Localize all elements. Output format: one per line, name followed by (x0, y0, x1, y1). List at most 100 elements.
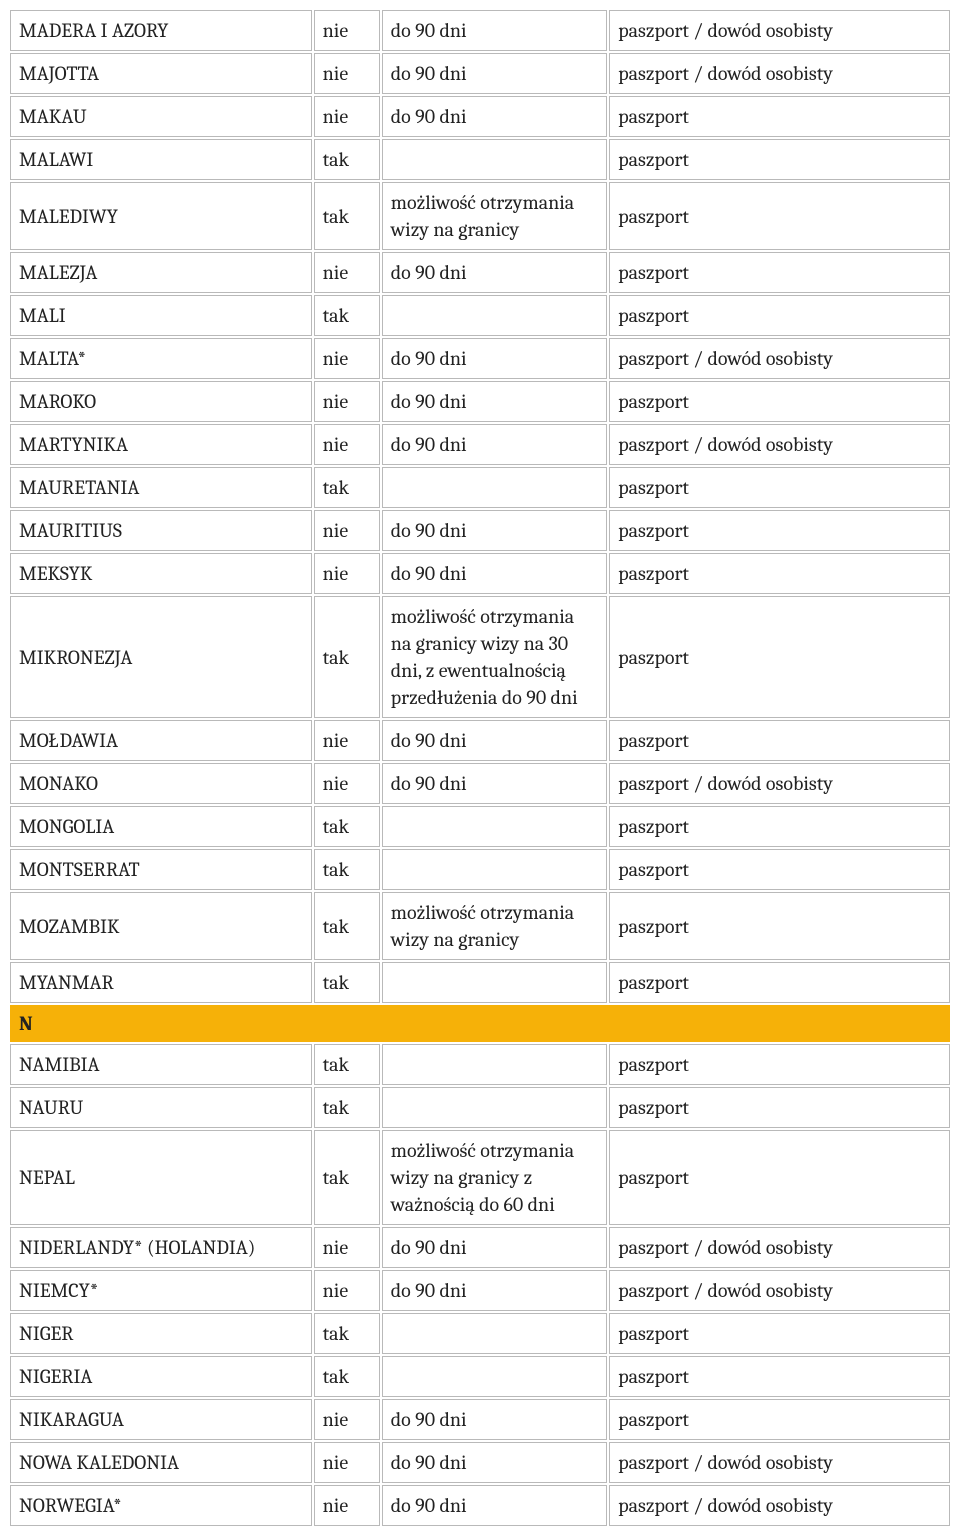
document-cell: paszport / dowód osobisty (609, 1442, 950, 1483)
country-cell: MALEZJA (10, 252, 312, 293)
table-row: MONTSERRATtakpaszport (10, 849, 950, 890)
visa-required-cell: tak (314, 1313, 380, 1354)
duration-cell: do 90 dni (382, 720, 607, 761)
table-row: MAURETANIAtak paszport (10, 467, 950, 508)
duration-cell: do 90 dni (382, 763, 607, 804)
country-cell: MAURITIUS (10, 510, 312, 551)
visa-table-body: MADERA I AZORYniedo 90 dnipaszport / dow… (10, 10, 950, 1526)
table-row: NIGERtakpaszport (10, 1313, 950, 1354)
section-header: N (10, 1005, 950, 1042)
visa-required-cell: nie (314, 381, 380, 422)
visa-required-cell: tak (314, 892, 380, 960)
document-cell: paszport / dowód osobisty (609, 424, 950, 465)
document-cell: paszport (609, 1044, 950, 1085)
table-row: NIEMCY*niedo 90 dnipaszport / dowód osob… (10, 1270, 950, 1311)
table-row: MALItakpaszport (10, 295, 950, 336)
duration-cell (382, 467, 607, 508)
duration-cell: możliwość otrzymania wizy na granicy z w… (382, 1130, 607, 1225)
table-row: MAJOTTAniedo 90 dnipaszport / dowód osob… (10, 53, 950, 94)
table-row: MEKSYKniedo 90 dnipaszport (10, 553, 950, 594)
country-cell: MONGOLIA (10, 806, 312, 847)
table-row: NEPALtakmożliwość otrzymania wizy na gra… (10, 1130, 950, 1225)
country-cell: NIKARAGUA (10, 1399, 312, 1440)
visa-required-cell: tak (314, 1130, 380, 1225)
duration-cell: możliwość otrzymania wizy na granicy (382, 892, 607, 960)
table-row: MALEDIWYtakmożliwość otrzymania wizy na … (10, 182, 950, 250)
country-cell: MONAKO (10, 763, 312, 804)
country-cell: NORWEGIA* (10, 1485, 312, 1526)
country-cell: MAURETANIA (10, 467, 312, 508)
table-row: NOWA KALEDONIAniedo 90 dnipaszport / dow… (10, 1442, 950, 1483)
table-row: NAURUtakpaszport (10, 1087, 950, 1128)
country-cell: NIGERIA (10, 1356, 312, 1397)
document-cell: paszport (609, 252, 950, 293)
country-cell: MOZAMBIK (10, 892, 312, 960)
duration-cell: do 90 dni (382, 553, 607, 594)
visa-required-cell: tak (314, 467, 380, 508)
duration-cell (382, 1356, 607, 1397)
duration-cell: do 90 dni (382, 510, 607, 551)
table-row: NAMIBIAtakpaszport (10, 1044, 950, 1085)
visa-required-cell: tak (314, 962, 380, 1003)
duration-cell (382, 139, 607, 180)
document-cell: paszport / dowód osobisty (609, 1270, 950, 1311)
duration-cell: do 90 dni (382, 1227, 607, 1268)
duration-cell: do 90 dni (382, 252, 607, 293)
visa-required-cell: nie (314, 10, 380, 51)
document-cell: paszport (609, 1087, 950, 1128)
visa-required-cell: nie (314, 1442, 380, 1483)
country-cell: MALI (10, 295, 312, 336)
table-row: MADERA I AZORYniedo 90 dnipaszport / dow… (10, 10, 950, 51)
table-row: NIKARAGUAniedo 90 dnipaszport (10, 1399, 950, 1440)
country-cell: NIEMCY* (10, 1270, 312, 1311)
table-row: MONAKOniedo 90 dnipaszport / dowód osobi… (10, 763, 950, 804)
visa-table: MADERA I AZORYniedo 90 dnipaszport / dow… (8, 8, 952, 1528)
document-cell: paszport (609, 467, 950, 508)
country-cell: NIDERLANDY* (HOLANDIA) (10, 1227, 312, 1268)
duration-cell (382, 1087, 607, 1128)
visa-required-cell: tak (314, 806, 380, 847)
document-cell: paszport (609, 381, 950, 422)
duration-cell (382, 1313, 607, 1354)
duration-cell: do 90 dni (382, 338, 607, 379)
table-row: MYANMARtakpaszport (10, 962, 950, 1003)
country-cell: MOŁDAWIA (10, 720, 312, 761)
table-row: MOŁDAWIAniedo 90 dnipaszport (10, 720, 950, 761)
country-cell: MARTYNIKA (10, 424, 312, 465)
document-cell: paszport / dowód osobisty (609, 338, 950, 379)
document-cell: paszport (609, 295, 950, 336)
duration-cell: do 90 dni (382, 53, 607, 94)
document-cell: paszport / dowód osobisty (609, 10, 950, 51)
document-cell: paszport (609, 510, 950, 551)
visa-required-cell: tak (314, 849, 380, 890)
country-cell: MALAWI (10, 139, 312, 180)
document-cell: paszport (609, 892, 950, 960)
duration-cell: do 90 dni (382, 1270, 607, 1311)
country-cell: NOWA KALEDONIA (10, 1442, 312, 1483)
visa-required-cell: nie (314, 1399, 380, 1440)
visa-required-cell: tak (314, 139, 380, 180)
table-row: NIGERIAtakpaszport (10, 1356, 950, 1397)
visa-required-cell: nie (314, 720, 380, 761)
country-cell: NEPAL (10, 1130, 312, 1225)
visa-required-cell: nie (314, 338, 380, 379)
duration-cell (382, 806, 607, 847)
document-cell: paszport (609, 139, 950, 180)
visa-required-cell: nie (314, 1485, 380, 1526)
document-cell: paszport (609, 849, 950, 890)
visa-required-cell: nie (314, 763, 380, 804)
duration-cell: możliwość otrzymania na granicy wizy na … (382, 596, 607, 718)
document-cell: paszport / dowód osobisty (609, 1227, 950, 1268)
table-row: NORWEGIA*niedo 90 dnipaszport / dowód os… (10, 1485, 950, 1526)
table-row: MAKAUniedo 90 dnipaszport (10, 96, 950, 137)
country-cell: MEKSYK (10, 553, 312, 594)
table-row: MALEZJAniedo 90 dnipaszport (10, 252, 950, 293)
document-cell: paszport (609, 806, 950, 847)
visa-required-cell: nie (314, 553, 380, 594)
duration-cell: możliwość otrzymania wizy na granicy (382, 182, 607, 250)
table-row: MONGOLIAtak paszport (10, 806, 950, 847)
document-cell: paszport (609, 720, 950, 761)
duration-cell: do 90 dni (382, 1442, 607, 1483)
document-cell: paszport / dowód osobisty (609, 53, 950, 94)
visa-required-cell: nie (314, 252, 380, 293)
